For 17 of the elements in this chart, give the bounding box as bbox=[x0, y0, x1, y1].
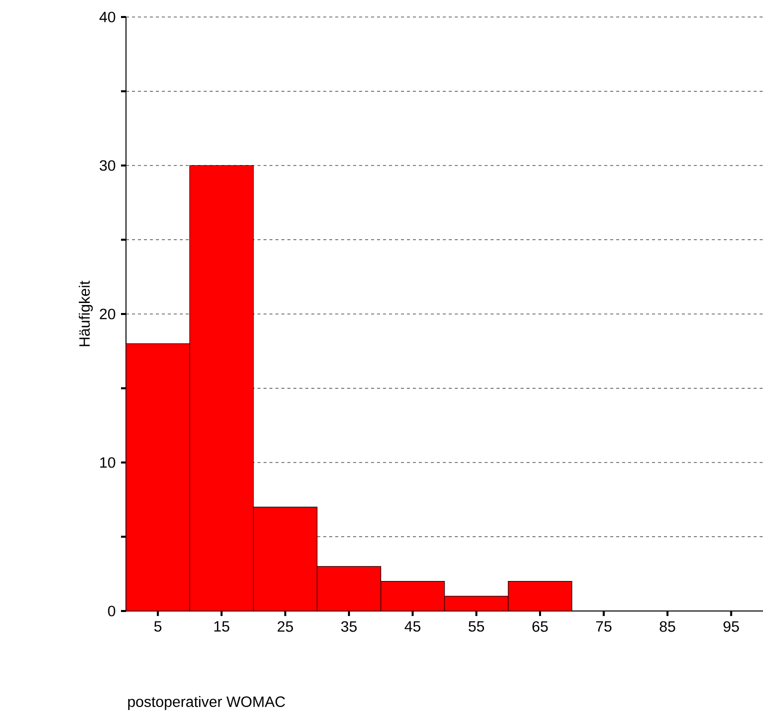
x-tick-label: 65 bbox=[532, 621, 548, 632]
x-tick-label: 35 bbox=[341, 621, 357, 632]
x-tick-label: 45 bbox=[404, 621, 420, 632]
y-tick-label: 30 bbox=[100, 160, 116, 171]
y-tick-label: 40 bbox=[99, 12, 116, 22]
x-tick-label: 55 bbox=[468, 621, 484, 632]
y-tick-label: 20 bbox=[100, 308, 116, 320]
x-tick-label: 25 bbox=[278, 621, 293, 632]
y-tick-label: 0 bbox=[108, 606, 116, 616]
x-tick-label: 5 bbox=[154, 621, 162, 632]
x-tick-label: 95 bbox=[724, 621, 739, 632]
x-tick-label: 85 bbox=[660, 621, 676, 632]
x-axis-title: postoperativer WOMAC bbox=[128, 696, 285, 710]
x-tick-label: 75 bbox=[596, 621, 612, 632]
y-tick-label: 10 bbox=[100, 457, 116, 468]
y-axis-title: Häufigkeit bbox=[78, 280, 93, 346]
x-tick-label: 15 bbox=[214, 621, 230, 632]
